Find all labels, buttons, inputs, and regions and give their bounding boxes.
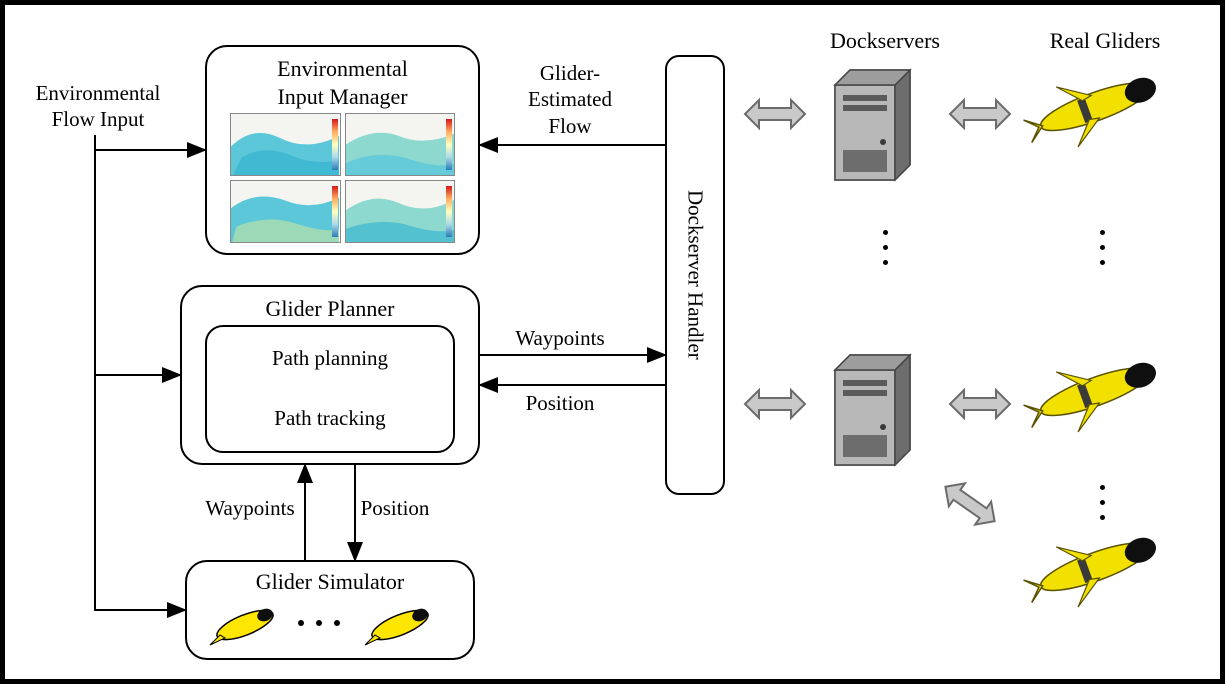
waypoints-right-label: Waypoints xyxy=(500,325,620,351)
position-down-label: Position xyxy=(345,495,445,521)
gliders-ellipsis-2 xyxy=(1100,485,1105,520)
dockservers-header: Dockservers xyxy=(805,27,965,55)
glider-simulator-title: Glider Simulator xyxy=(187,568,473,596)
sim-ellipsis xyxy=(298,620,340,626)
heatmap-panel xyxy=(345,113,456,176)
path-tracking-label: Path tracking xyxy=(207,405,453,431)
heatmap-panel xyxy=(345,180,456,243)
real-gliders-header: Real Gliders xyxy=(1025,27,1185,55)
gliders-ellipsis-1 xyxy=(1100,230,1105,265)
heatmap-panel xyxy=(230,180,341,243)
path-planning-label: Path planning xyxy=(207,345,453,371)
sim-glider-icon xyxy=(205,600,290,650)
glider-planner-title: Glider Planner xyxy=(182,295,478,323)
sim-glider-icon xyxy=(360,600,445,650)
position-right-label: Position xyxy=(510,390,610,416)
glider-estimated-flow-label: Glider- Estimated Flow xyxy=(505,60,635,139)
glider-planner-inner-box: Path planning Path tracking xyxy=(205,325,455,453)
dockserver-handler-label: Dockserver Handler xyxy=(683,190,708,360)
heatmap-panel xyxy=(230,113,341,176)
diagram-canvas: Environmental Flow Input Environmental I… xyxy=(0,0,1225,684)
dockserver-handler-box: Dockserver Handler xyxy=(665,55,725,495)
env-input-manager-title: Environmental Input Manager xyxy=(207,55,478,110)
dockservers-ellipsis xyxy=(883,230,888,265)
waypoints-down-label: Waypoints xyxy=(190,495,310,521)
env-flow-input-label: Environmental Flow Input xyxy=(23,80,173,133)
heatmap-grid xyxy=(230,113,455,243)
